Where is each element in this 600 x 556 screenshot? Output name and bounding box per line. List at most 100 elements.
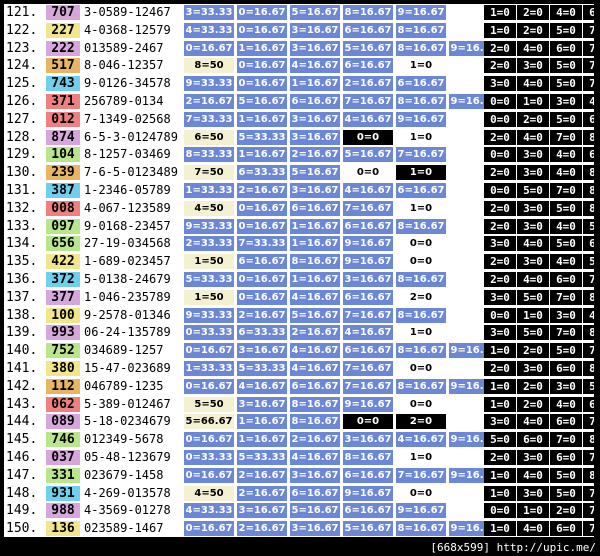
data-grid: 121. 707 3-0589-12467 3=33.33 0=16.67 5=16.67… — [4, 4, 594, 537]
zero-count-cell: 5=0 — [583, 378, 594, 394]
probability-cell: 1=16.67 — [290, 76, 340, 92]
probability-cell: 6=16.67 — [237, 254, 287, 270]
zero-count-cell: 6=0 — [550, 414, 582, 430]
zero-count-cell: 5=0 — [550, 485, 582, 501]
table-row: 137. 377 1-046-235789 1=50 0=16.67 4=16.67 6=1… — [4, 288, 594, 306]
probability-cell: 3=16.67 — [290, 111, 340, 127]
probability-cell: 1=16.67 — [290, 218, 340, 234]
zero-count-cell: 3=0 — [484, 414, 516, 430]
probability-cell: 3=16.67 — [343, 272, 393, 287]
probability-cell: 6=16.67 — [290, 200, 340, 216]
zero-count-cell: 7=0 — [583, 22, 594, 38]
row-number: 132. — [6, 200, 38, 216]
probability-cell: 6=16.67 — [343, 218, 393, 234]
probability-cell: 0=0 — [343, 129, 393, 145]
digit-groups: 012349-5678 — [84, 432, 164, 447]
probability-cell: 1=0 — [396, 450, 446, 465]
zero-count-cell: 3=0 — [517, 58, 549, 74]
zero-count-cell: 1=0 — [484, 5, 516, 20]
probability-cell: 0=0 — [396, 485, 446, 501]
probability-cell: 8=16.67 — [396, 40, 446, 56]
probability-cell: 9=33.33 — [184, 307, 234, 323]
probability-cell: 0=16.67 — [237, 22, 287, 38]
zero-count-cell: 4=0 — [517, 76, 549, 92]
digit-groups: 023589-1467 — [84, 521, 164, 536]
table-row: 147. 331 023679-1458 0=16.67 2=16.67 3=16.67 6… — [4, 466, 594, 484]
draw-code: 380 — [46, 361, 80, 376]
probability-cell: 4=33.33 — [184, 22, 234, 38]
probability-cell: 3=16.67 — [290, 183, 340, 198]
probability-cell: 1=0 — [396, 200, 446, 216]
probability-cell: 1=0 — [396, 58, 446, 74]
zero-count-cell: 3=0 — [517, 147, 549, 163]
probability-cell: 7=16.67 — [343, 94, 393, 109]
draw-code: 387 — [46, 183, 80, 198]
digit-groups: 4-269-013578 — [84, 485, 171, 500]
probability-cell: 6=16.67 — [290, 485, 340, 501]
probability-cell: 0=16.67 — [184, 378, 234, 394]
table-row: 128. 874 6-5-3-0124789 6=50 5=33.33 3=16.67 0=… — [4, 128, 594, 146]
zero-count-cell: 7=0 — [583, 40, 594, 56]
probability-cell: 4=16.67 — [290, 343, 340, 359]
zero-count-cell: 2=0 — [484, 450, 516, 465]
zero-count-cell: 4=0 — [550, 396, 582, 412]
zero-count-cell: 3=0 — [484, 76, 516, 92]
probability-cell: 0=16.67 — [184, 343, 234, 359]
probability-cell: 1=0 — [396, 165, 446, 181]
probability-cell: 0=0 — [343, 414, 393, 430]
zero-count-cell: 1=0 — [517, 503, 549, 519]
zero-count-cell: 5=0 — [550, 111, 582, 127]
probability-cell: 8=16.67 — [290, 414, 340, 430]
digit-groups: 5-0138-24679 — [84, 272, 171, 286]
zero-count-cell: 4=0 — [583, 94, 594, 109]
row-number: 134. — [6, 236, 38, 252]
zero-count-cell: 8=0 — [583, 432, 594, 448]
digit-groups: 06-24-135789 — [84, 325, 171, 340]
probability-cell: 4=16.67 — [343, 325, 393, 341]
digit-groups: 05-48-123679 — [84, 450, 171, 464]
table-row: 121. 707 3-0589-12467 3=33.33 0=16.67 5=16.67… — [4, 4, 594, 21]
probability-cell: 1=50 — [184, 289, 234, 305]
draw-code: 008 — [46, 200, 80, 216]
zero-count-cell: 2=0 — [484, 165, 516, 181]
zero-count-cell: 7=0 — [583, 450, 594, 465]
row-number: 148. — [6, 485, 38, 501]
row-number: 122. — [6, 22, 38, 38]
probability-cell: 4=50 — [184, 485, 234, 501]
zero-count-cell: 6=0 — [583, 111, 594, 127]
probability-cell: 5=16.67 — [343, 147, 393, 163]
footer-text: [668x599] http://upic.me/ — [430, 541, 596, 554]
zero-count-cell: 2=0 — [484, 200, 516, 216]
row-number: 141. — [6, 361, 38, 376]
zero-count-cell: 2=0 — [484, 254, 516, 270]
row-number: 137. — [6, 289, 38, 305]
zero-count-cell: 0=0 — [484, 503, 516, 519]
digit-groups: 4-3569-01278 — [84, 503, 171, 518]
draw-code: 112 — [46, 378, 80, 394]
row-number: 142. — [6, 378, 38, 394]
zero-count-cell: 2=0 — [484, 40, 516, 56]
draw-code: 089 — [46, 414, 80, 430]
table-row: 150. 136 023589-1467 0=16.67 2=16.67 3=16.67 5… — [4, 520, 594, 537]
zero-count-cell: 7=0 — [550, 325, 582, 341]
zero-count-cell: 5=0 — [550, 343, 582, 359]
probability-cell: 5=33.33 — [237, 450, 287, 465]
zero-count-cell: 6=0 — [583, 236, 594, 252]
probability-cell: 5=50 — [184, 396, 234, 412]
zero-count-cell: 1=0 — [517, 94, 549, 109]
probability-cell: 0=0 — [396, 254, 446, 270]
probability-cell: 0=0 — [343, 165, 393, 181]
row-number: 125. — [6, 76, 38, 92]
digit-groups: 9-0168-23457 — [84, 218, 171, 233]
zero-count-cell: 1=0 — [484, 343, 516, 359]
draw-code: 707 — [46, 5, 80, 20]
probability-cell: 0=16.67 — [237, 272, 287, 287]
zero-count-cell: 6=0 — [550, 450, 582, 465]
digit-groups: 3-0589-12467 — [84, 5, 171, 19]
row-number: 130. — [6, 165, 38, 181]
draw-code: 656 — [46, 236, 80, 252]
probability-cell: 0=16.67 — [237, 218, 287, 234]
probability-cell: 1=33.33 — [184, 183, 234, 198]
probability-cell: 4=16.67 — [237, 378, 287, 394]
zero-count-cell: 5=0 — [550, 236, 582, 252]
